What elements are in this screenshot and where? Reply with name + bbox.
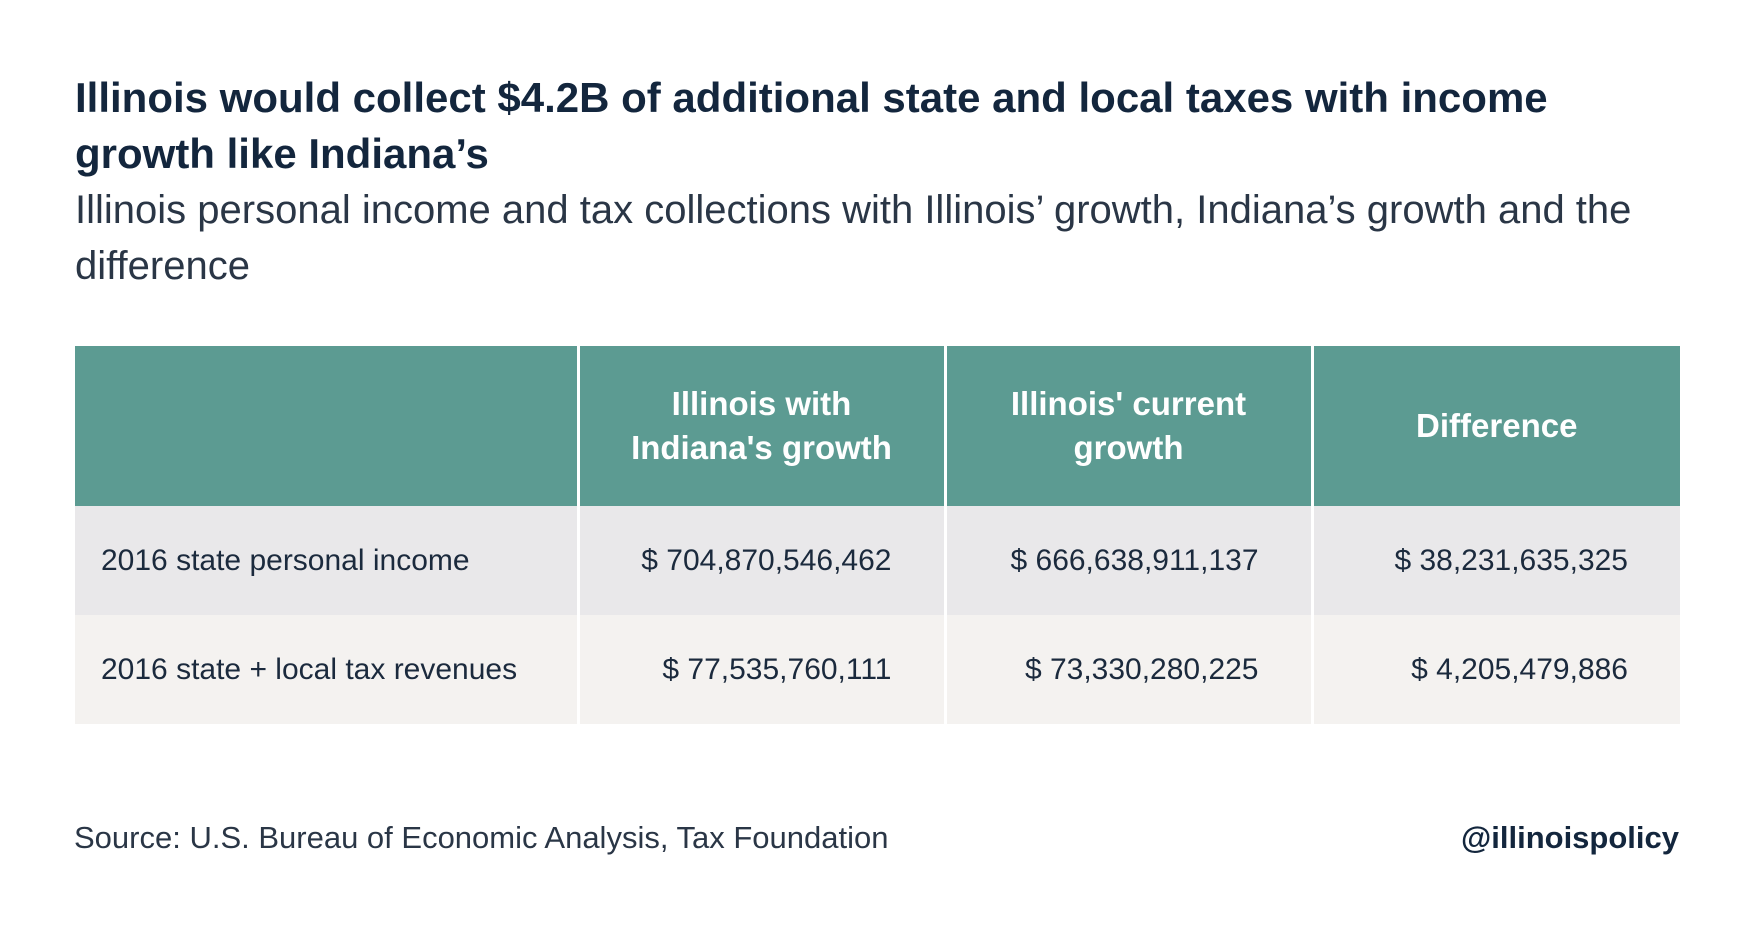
table-cell: $ 38,231,635,325 xyxy=(1312,506,1680,615)
social-handle: @illinoispolicy xyxy=(1461,820,1679,855)
table-row: 2016 state + local tax revenues $ 77,535… xyxy=(75,615,1680,724)
table-cell: $ 73,330,280,225 xyxy=(945,615,1314,724)
chart-subtitle: Illinois personal income and tax collect… xyxy=(75,188,1632,288)
table-header-row: Illinois with Indiana's growth Illinois'… xyxy=(75,346,1680,506)
source-note: Source: U.S. Bureau of Economic Analysis… xyxy=(74,820,889,855)
chart-title: Illinois would collect $4.2B of addition… xyxy=(75,74,1548,177)
header-cell-current-growth: Illinois' current growth xyxy=(945,346,1314,506)
table-cell: $ 77,535,760,111 xyxy=(578,615,947,724)
data-table: Illinois with Indiana's growth Illinois'… xyxy=(75,346,1680,724)
data-table-container: Illinois with Indiana's growth Illinois'… xyxy=(75,346,1680,724)
table-cell: $ 666,638,911,137 xyxy=(945,506,1314,615)
table-cell: $ 704,870,546,462 xyxy=(578,506,947,615)
header-cell-indiana-growth: Illinois with Indiana's growth xyxy=(578,346,947,506)
row-label: 2016 state personal income xyxy=(75,506,580,615)
header-cell-empty xyxy=(75,346,580,506)
table-row: 2016 state personal income $ 704,870,546… xyxy=(75,506,1680,615)
header-cell-difference: Difference xyxy=(1312,346,1680,506)
table-cell: $ 4,205,479,886 xyxy=(1312,615,1680,724)
row-label: 2016 state + local tax revenues xyxy=(75,615,580,724)
